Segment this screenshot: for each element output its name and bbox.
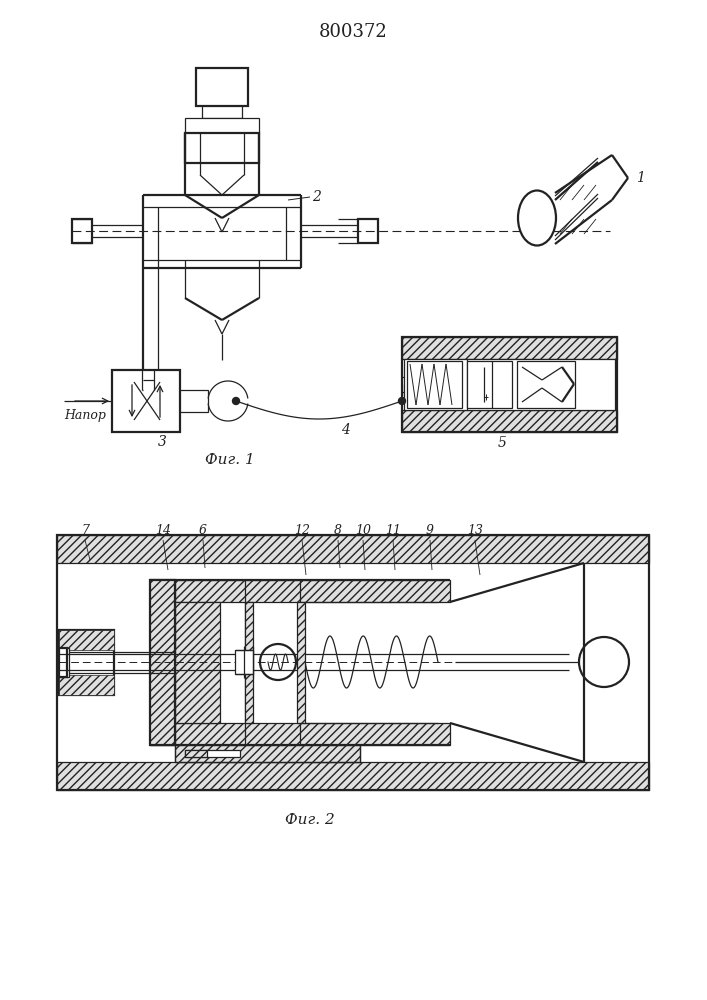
- Bar: [150, 723, 450, 745]
- Bar: [185, 750, 240, 757]
- Text: Напор: Напор: [64, 410, 106, 422]
- Bar: [59, 630, 114, 650]
- Bar: [185, 133, 259, 163]
- Bar: [150, 580, 175, 745]
- Bar: [57, 535, 649, 563]
- Bar: [404, 359, 615, 410]
- Bar: [467, 361, 512, 408]
- Bar: [57, 535, 649, 790]
- Text: 11: 11: [385, 524, 401, 536]
- Circle shape: [399, 397, 406, 404]
- Text: 800372: 800372: [319, 23, 387, 41]
- Text: Фиг. 2: Фиг. 2: [285, 813, 335, 827]
- Bar: [402, 410, 617, 432]
- Text: 14: 14: [155, 524, 171, 536]
- Bar: [180, 390, 208, 412]
- Text: 5: 5: [498, 436, 506, 450]
- Bar: [57, 762, 649, 790]
- Text: 12: 12: [294, 524, 310, 536]
- Bar: [57, 648, 69, 677]
- Bar: [202, 106, 242, 118]
- Bar: [185, 750, 207, 757]
- Bar: [59, 675, 114, 695]
- Bar: [59, 648, 67, 677]
- Bar: [59, 630, 114, 695]
- Bar: [185, 118, 259, 133]
- Ellipse shape: [518, 190, 556, 245]
- Text: 3: 3: [158, 435, 166, 449]
- Bar: [112, 370, 180, 432]
- Bar: [358, 219, 378, 243]
- Bar: [150, 580, 450, 602]
- Text: Фиг. 1: Фиг. 1: [205, 453, 255, 467]
- Text: 4: 4: [341, 423, 349, 437]
- Bar: [245, 602, 253, 723]
- Text: 8: 8: [334, 524, 342, 536]
- Bar: [407, 361, 462, 408]
- Text: 6: 6: [199, 524, 207, 536]
- Bar: [517, 361, 575, 408]
- Text: 9: 9: [426, 524, 434, 536]
- Bar: [175, 745, 360, 762]
- Text: 7: 7: [81, 524, 89, 536]
- Circle shape: [233, 397, 240, 404]
- Text: 2: 2: [312, 190, 320, 204]
- Bar: [175, 602, 220, 723]
- Bar: [297, 602, 305, 723]
- Bar: [235, 650, 253, 674]
- Bar: [402, 337, 617, 359]
- Text: 13: 13: [467, 524, 483, 536]
- Text: 1: 1: [636, 171, 645, 185]
- Bar: [72, 219, 92, 243]
- Bar: [175, 745, 360, 762]
- Text: 10: 10: [355, 524, 371, 536]
- Bar: [402, 337, 617, 432]
- Bar: [196, 68, 248, 106]
